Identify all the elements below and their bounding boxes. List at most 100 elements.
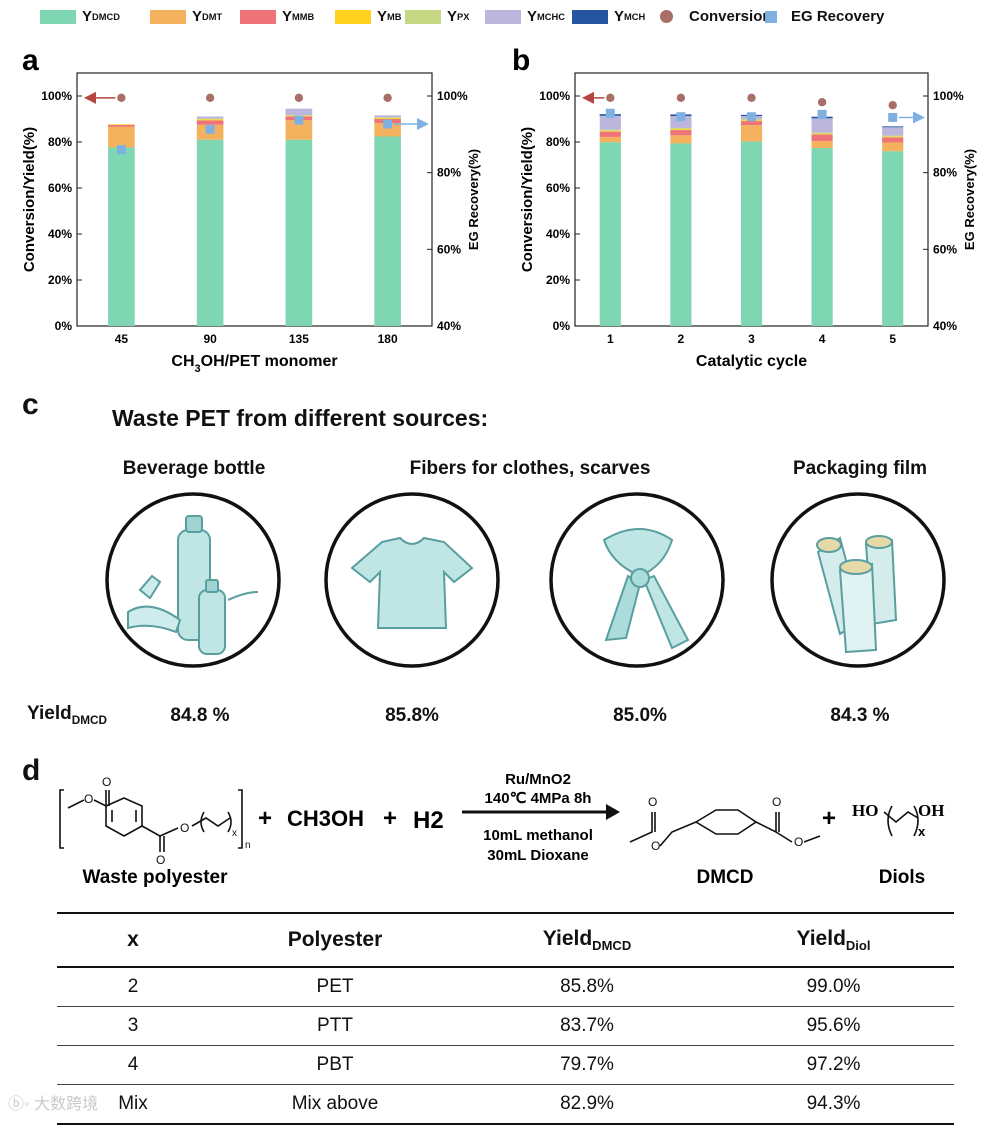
methanol: CH3OH [287, 806, 364, 831]
legend-swatch [485, 9, 521, 24]
bar-segment-ymmb [108, 124, 135, 127]
y-tick-label: 60% [48, 181, 72, 195]
bar-segment-ydmcd [882, 151, 904, 326]
chart-a: 0% 20% 40% 60% 80% 100% 40% 60% 80% 100% 45 90 135 18… [21, 72, 481, 375]
conversion-point [117, 93, 126, 103]
x-axis-label: CH3OH/PET monomer [171, 353, 337, 375]
legend-label: EG Recovery [791, 8, 885, 25]
bar-segment-ypx [811, 132, 833, 134]
x-axis-label: Catalytic cycle [696, 353, 807, 370]
bar-segment-ypx [670, 127, 692, 130]
bar-segment-ypx [882, 135, 904, 137]
cell-yield-dmcd: 82.9% [461, 1084, 713, 1125]
legend-item: Y PX [405, 8, 469, 25]
chart-b: 0% 20% 40% 60% 80% 100% 40% 60% 80% 100% 1 2 3 4 5 Conv… [519, 72, 977, 370]
eg-recovery-point [294, 115, 304, 125]
chart-legend: Y DMCD Y DMT Y MMB Y MB Y PX Y MCHC Y MCH Conversion EG… [0, 0, 995, 40]
legend-label: Conversion [689, 8, 772, 25]
y-tick-label: 40% [48, 227, 72, 241]
y-tick-label: 80% [546, 135, 570, 149]
y-tick-label: 80% [48, 135, 72, 149]
y2-tick-label: 40% [437, 319, 461, 333]
conversion-point [888, 101, 897, 110]
y2-axis-label: EG Recovery(%) [466, 149, 481, 250]
bar-segment-ymchc [882, 127, 904, 136]
table-row: Mix Mix above 82.9% 94.3% [57, 1084, 954, 1125]
legend-item: Conversion [660, 8, 772, 25]
clothes-illustration [324, 492, 500, 668]
y2-tick-label: 80% [933, 166, 957, 180]
yield-label-sub: DMCD [71, 713, 107, 727]
bar-segment-ydmcd [285, 139, 313, 326]
legend-label-sub: DMT [202, 11, 223, 22]
x-tick-label: 1 [607, 332, 614, 346]
cell-yield-diol: 99.0% [713, 967, 954, 1007]
conversion-point [205, 93, 215, 103]
bar-segment-ydmcd [670, 143, 692, 326]
yield-clothes: 85.8% [385, 705, 439, 726]
watermark-logo-icon: ⓑ◦ [8, 1096, 30, 1113]
y-tick-label: 100% [539, 89, 570, 103]
bar-segment-ydmcd [599, 142, 621, 326]
structure-o1: O [84, 792, 93, 806]
eg-recovery-point [605, 108, 615, 118]
condition-methanol: 10mL methanol [483, 827, 593, 844]
diol-structure: HO OH x [852, 801, 944, 839]
x-tick-label: 135 [289, 332, 309, 346]
legend-label: Y [527, 8, 538, 25]
bar-segment-ymchc [599, 115, 621, 130]
bar-segment-ypx [196, 118, 224, 120]
cell-x: Mix [57, 1084, 209, 1125]
product-diols-label: Diols [879, 867, 925, 888]
bar-segment-ymmb [196, 120, 224, 125]
panel-label-d: d [22, 754, 41, 787]
yield-film: 84.3 % [830, 705, 890, 726]
cell-yield-diol: 97.2% [713, 1045, 954, 1085]
bar-segment-ydmt [882, 142, 904, 152]
conversion-point [606, 93, 615, 103]
hydrogen: H2 [413, 807, 444, 834]
x-tick-label: 45 [115, 332, 129, 346]
conversion-point [817, 98, 827, 107]
legend-item: Y DMT [150, 8, 222, 25]
bar-segment-ymmb [670, 130, 692, 136]
panel-c-title: Waste PET from different sources: [112, 405, 489, 431]
legend-swatch [572, 9, 608, 24]
panel-label-b: b [512, 44, 530, 77]
legend-label: Y [192, 8, 203, 25]
structure-o3: O [156, 853, 165, 867]
y2-tick-label: 100% [437, 89, 468, 103]
source-header-bottle: Beverage bottle [122, 458, 266, 479]
source-header-fibers: Fibers for clothes, scarves [409, 458, 651, 479]
legend-marker [660, 10, 673, 23]
legend-swatch [240, 9, 276, 24]
bar-segment-ymchc [811, 118, 833, 133]
header-yield-diol: YieldDiol [713, 912, 954, 968]
bar-segment-ydmt [285, 120, 313, 140]
legend-label-sub: MCH [624, 11, 646, 22]
bar-segment-ydmt [811, 141, 833, 148]
diol-x: x [918, 824, 926, 839]
dmcd-structure: O O O O [629, 795, 821, 853]
structure-o4: O [180, 821, 189, 835]
cell-x: 2 [57, 967, 209, 1007]
header-polyester: Polyester [209, 912, 461, 968]
table-row: 2 PET 85.8% 99.0% [57, 967, 954, 1007]
y-axis-label: Conversion/Yield(%) [519, 127, 536, 272]
plus-1: + [258, 805, 272, 832]
bar-segment-ymchc [670, 116, 692, 128]
bar-segment-ydmt [374, 123, 401, 137]
legend-item: Y DMCD [40, 8, 120, 25]
bar-segment-ypx [285, 115, 313, 116]
bar-segment-ymb [811, 133, 833, 135]
legend-item: Y MMB [240, 8, 314, 25]
y2-tick-label: 100% [933, 89, 964, 103]
yield-label-text: Yield [27, 703, 72, 724]
cell-yield-dmcd: 79.7% [461, 1045, 713, 1085]
cell-yield-dmcd: 83.7% [461, 1006, 713, 1046]
structure-n: n [245, 840, 251, 851]
reaction-scheme: O O O O x n + CH3OH + H2 Ru/MnO2 140℃ 4M… [59, 771, 944, 888]
y2-tick-label: 60% [933, 242, 957, 256]
cell-yield-dmcd: 85.8% [461, 967, 713, 1007]
table-row: 3 PTT 83.7% 95.6% [57, 1006, 954, 1046]
